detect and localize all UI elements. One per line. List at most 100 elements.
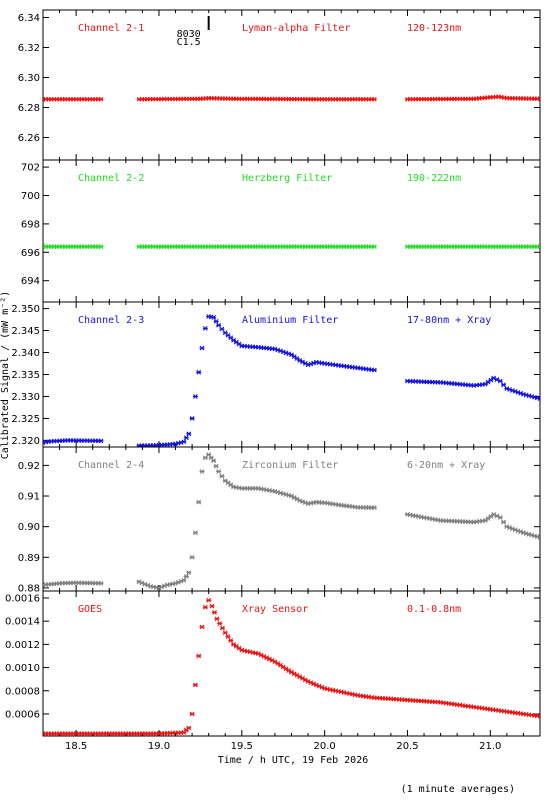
y-tick-label: 0.90 [18, 522, 40, 533]
x-tick-label: 20.0 [314, 741, 336, 752]
data-point [186, 725, 192, 731]
data-point [231, 337, 237, 343]
data-point [219, 625, 225, 631]
data-point [501, 382, 507, 388]
x-axis: 18.5 19.0 19.5 20.0 20.5 21.0 [65, 741, 501, 752]
data-point [216, 322, 222, 328]
panel-2: 694 696 698 700 702 Channel 2-2 Herzberg Filte… [21, 159, 541, 303]
y-tick-label: 6.30 [18, 73, 40, 84]
waveband-label: 120-123nm [407, 23, 461, 34]
data-point [183, 574, 189, 579]
data-point [199, 469, 205, 474]
channel-label: GOES [78, 604, 102, 615]
data-point [199, 624, 205, 630]
y-tick-label: 6.26 [18, 133, 40, 144]
channel-label: Channel 2-1 [78, 23, 144, 34]
panels-group: 6.26 6.28 6.30 6.32 6.34 Channel 2-1 Lyman-alp… [5, 9, 541, 737]
y-tick-label: 6.28 [18, 103, 40, 114]
x-tick-label: 20.5 [396, 741, 418, 752]
data-point [537, 244, 540, 250]
y-tick-label: 0.92 [18, 461, 40, 472]
data-point [189, 711, 195, 717]
data-point [371, 367, 377, 373]
data-point [371, 505, 377, 511]
panel-3: 2.320 2.325 2.330 2.335 2.340 2.345 2.350 Chann… [11, 301, 541, 448]
event-marker-code: 8030 [177, 29, 201, 40]
data-point [236, 341, 242, 347]
data-point [231, 641, 237, 647]
data-point [236, 645, 242, 651]
y-tick-label: 0.0016 [5, 593, 40, 604]
data-series [43, 94, 540, 102]
y-tick-label: 6.34 [18, 13, 40, 24]
data-point [289, 352, 294, 358]
data-series [43, 244, 540, 250]
waveband-label: 17-80nm + Xray [407, 315, 491, 326]
panel-5: 0.0006 0.0008 0.0010 0.0012 0.0014 0.0016 GOES… [5, 590, 541, 737]
y-tick-label: 0.0012 [5, 640, 40, 651]
y-tick-label: 2.330 [11, 392, 40, 403]
data-point [189, 416, 195, 421]
channel-label: Channel 2-3 [78, 315, 144, 326]
data-point [199, 345, 205, 351]
data-point [371, 96, 377, 102]
data-point [211, 610, 217, 615]
y-tick-label: 696 [21, 248, 40, 259]
y-tick-label: 698 [21, 219, 40, 230]
data-point [537, 534, 540, 540]
x-tick-label: 19.0 [148, 741, 170, 752]
data-point [196, 499, 202, 505]
data-point [233, 643, 239, 649]
data-point [183, 435, 189, 441]
y-tick-label: 702 [21, 163, 40, 174]
channel-label: Channel 2-2 [78, 173, 144, 184]
data-point [497, 515, 503, 520]
data-point [225, 634, 231, 640]
y-tick-label: 2.345 [11, 326, 40, 337]
data-point [206, 452, 212, 458]
y-tick-label: 2.350 [11, 304, 40, 315]
data-point [98, 244, 104, 250]
data-point [291, 354, 297, 360]
data-point [202, 604, 208, 610]
data-point [208, 455, 214, 461]
data-point [214, 616, 220, 622]
channel-label: Channel 2-4 [78, 460, 144, 471]
waveband-label: 0.1-0.8nm [407, 604, 461, 615]
data-point [196, 653, 202, 659]
data-point [192, 394, 198, 399]
y-tick-label: 0.88 [18, 583, 40, 594]
data-point [186, 570, 192, 576]
data-point [501, 519, 507, 525]
panel-4: 0.88 0.89 0.90 0.91 0.92 Channel 2-4 Zirconium… [18, 446, 541, 594]
x-axis-label: Time / h UTC, 19 Feb 2026 [218, 755, 369, 766]
filter-label: Aluminium Filter [242, 315, 338, 326]
data-point [222, 630, 228, 636]
data-point [537, 96, 540, 102]
panel-1: 6.26 6.28 6.30 6.32 6.34 Channel 2-1 Lyman-alp… [18, 9, 541, 161]
waveband-label: 190-222nm [407, 173, 461, 184]
y-axis-label: Calibrated Signal / (mW m⁻²) [0, 291, 11, 460]
data-series [43, 452, 540, 591]
x-tick-label: 19.5 [231, 741, 253, 752]
data-point [537, 713, 540, 719]
data-point [217, 621, 223, 626]
data-point [186, 431, 192, 437]
x-tick-label: 18.5 [65, 741, 87, 752]
data-series [43, 314, 540, 447]
data-point [181, 439, 187, 445]
x-tick-label: 21.0 [479, 741, 501, 752]
event-marker: 8030 C1.5 [177, 16, 210, 48]
data-point [219, 326, 225, 332]
event-marker-class: C1.5 [177, 37, 201, 48]
data-point [181, 577, 187, 583]
data-point [98, 438, 104, 444]
data-point [497, 378, 503, 384]
data-point [294, 356, 300, 361]
data-point [213, 463, 219, 469]
data-point [206, 597, 212, 603]
data-point [192, 530, 198, 536]
data-point [98, 580, 104, 586]
data-point [537, 396, 540, 402]
